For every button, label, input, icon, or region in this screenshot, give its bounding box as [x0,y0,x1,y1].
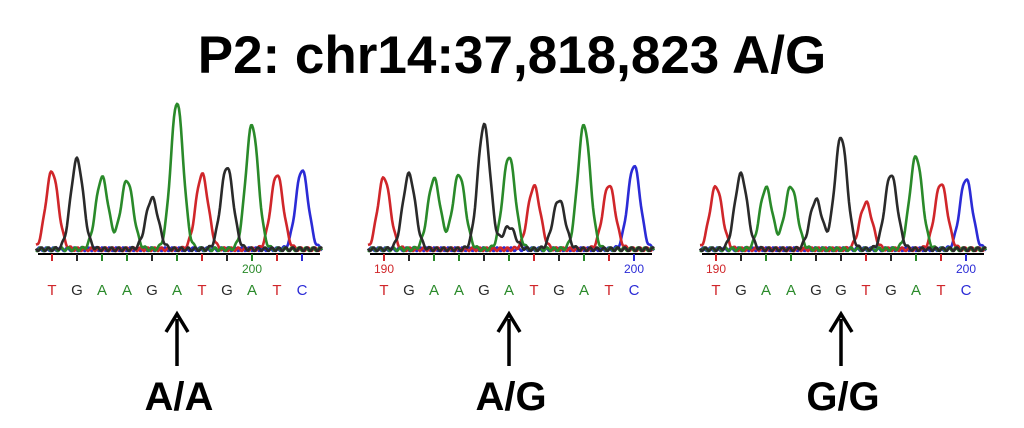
base-call: G [71,282,83,299]
base-call: C [629,282,640,299]
arrow-up-icon [828,310,854,333]
base-call: A [429,282,439,299]
genotype-label: A/A [144,375,214,419]
base-call: C [961,282,972,299]
base-call: G [146,282,158,299]
base-call: G [735,282,747,299]
base-call: T [272,282,281,299]
base-call: T [529,282,538,299]
genotype-label: G/G [806,375,880,419]
trace-t [699,183,987,253]
genotype-label: A/G [475,375,547,419]
base-call: G [403,282,415,299]
base-call: A [786,282,796,299]
base-call: A [172,282,182,299]
position-label: 190 [374,262,394,276]
trace-g [698,136,987,253]
base-call: A [579,282,589,299]
trace-g [366,122,655,253]
base-call: A [247,282,257,299]
base-call: T [379,282,388,299]
base-call: C [297,282,308,299]
base-call: A [97,282,107,299]
position-label: 200 [956,262,976,276]
base-call: G [478,282,490,299]
base-call: T [197,282,206,299]
base-call: G [221,282,233,299]
trace-a [699,155,988,253]
trace-t [367,176,655,253]
position-label: 200 [242,262,262,276]
base-call: A [454,282,464,299]
base-call: T [604,282,613,299]
base-call: G [885,282,897,299]
base-call: A [504,282,514,299]
base-call: T [936,282,945,299]
base-call: G [835,282,847,299]
figure-title: P2: chr14:37,818,823 A/G [197,26,827,85]
trace-t [35,170,323,253]
chromatogram-panel-ag: T G A A G A T G A T C 190 200 A/G [366,96,656,426]
base-call: G [553,282,565,299]
position-label: 190 [706,262,726,276]
base-call: T [861,282,870,299]
position-label: 200 [624,262,644,276]
base-call: A [122,282,132,299]
base-call: T [47,282,56,299]
chromatogram-panel-gg: T G A A G G T G A T C 190 200 G/G [698,96,988,426]
base-call: T [711,282,720,299]
base-call: A [911,282,921,299]
base-call: G [810,282,822,299]
arrow-up-icon [164,310,190,333]
base-call: A [761,282,771,299]
arrow-up-icon [496,310,522,333]
trace-g [34,156,323,253]
chromatogram-panel-aa: T G A A G A T G A T C 200 A/A [34,96,324,426]
